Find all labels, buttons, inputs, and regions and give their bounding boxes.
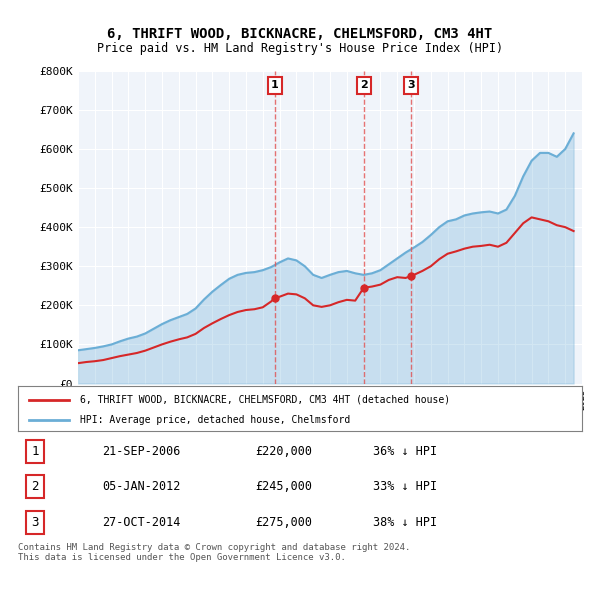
Text: £220,000: £220,000 (255, 445, 312, 458)
Text: 05-JAN-2012: 05-JAN-2012 (103, 480, 181, 493)
Text: 1: 1 (271, 80, 279, 90)
Text: 36% ↓ HPI: 36% ↓ HPI (373, 445, 437, 458)
Text: 6, THRIFT WOOD, BICKNACRE, CHELMSFORD, CM3 4HT (detached house): 6, THRIFT WOOD, BICKNACRE, CHELMSFORD, C… (80, 395, 450, 405)
Text: 38% ↓ HPI: 38% ↓ HPI (373, 516, 437, 529)
Text: 6, THRIFT WOOD, BICKNACRE, CHELMSFORD, CM3 4HT: 6, THRIFT WOOD, BICKNACRE, CHELMSFORD, C… (107, 27, 493, 41)
Text: 3: 3 (31, 516, 38, 529)
Text: 21-SEP-2006: 21-SEP-2006 (103, 445, 181, 458)
Text: 2: 2 (31, 480, 38, 493)
Text: 2: 2 (360, 80, 368, 90)
Text: 1: 1 (31, 445, 38, 458)
Text: £245,000: £245,000 (255, 480, 312, 493)
Text: 33% ↓ HPI: 33% ↓ HPI (373, 480, 437, 493)
Text: HPI: Average price, detached house, Chelmsford: HPI: Average price, detached house, Chel… (80, 415, 350, 425)
Text: Price paid vs. HM Land Registry's House Price Index (HPI): Price paid vs. HM Land Registry's House … (97, 42, 503, 55)
Text: 3: 3 (407, 80, 415, 90)
Text: Contains HM Land Registry data © Crown copyright and database right 2024.
This d: Contains HM Land Registry data © Crown c… (18, 543, 410, 562)
Text: 27-OCT-2014: 27-OCT-2014 (103, 516, 181, 529)
Text: £275,000: £275,000 (255, 516, 312, 529)
